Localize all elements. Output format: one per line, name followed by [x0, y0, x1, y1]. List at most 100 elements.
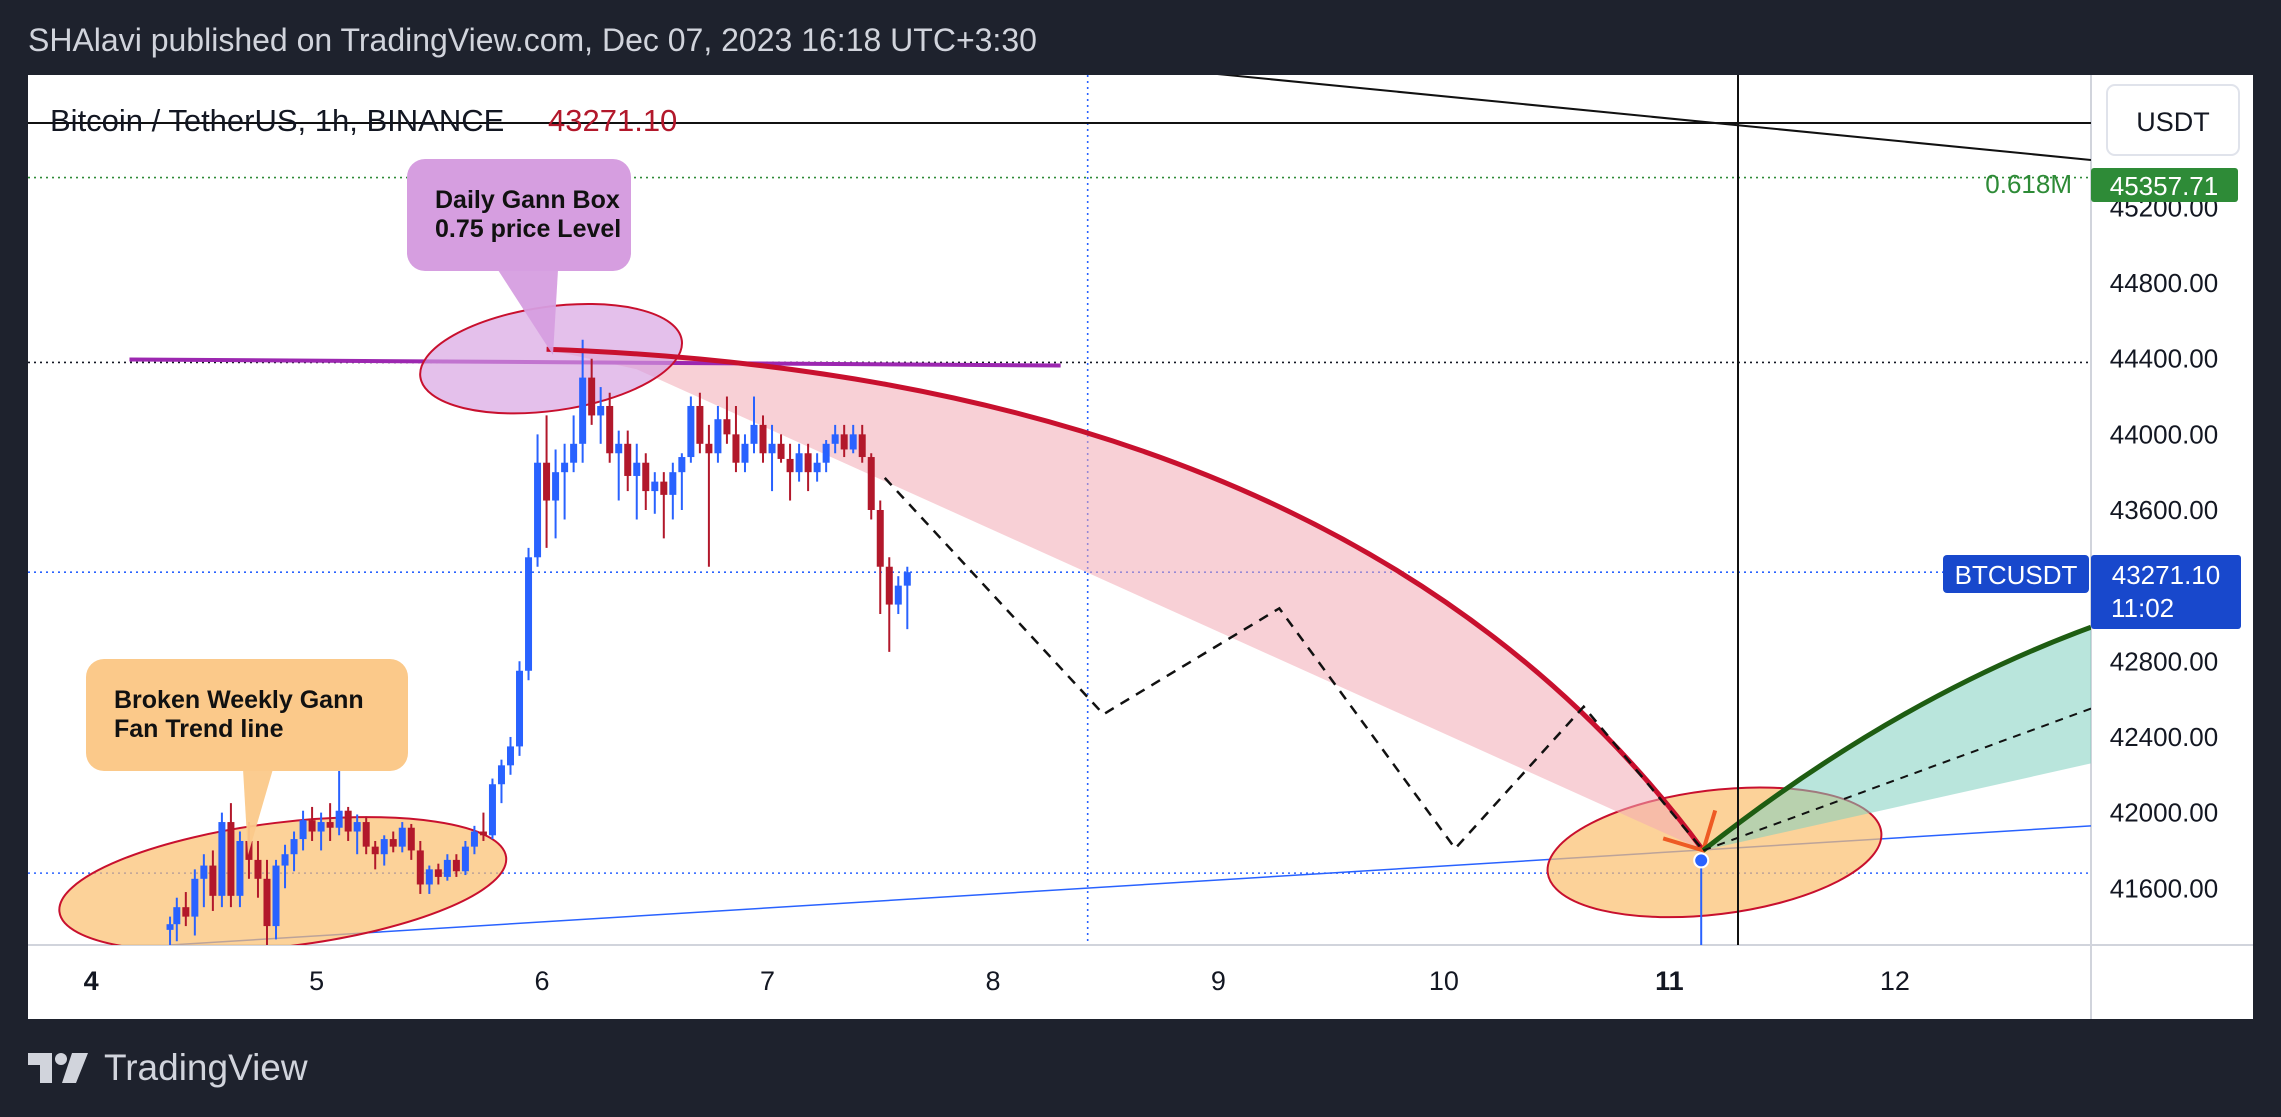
candle-body	[263, 878, 271, 927]
chart-panel[interactable]: Bitcoin / TetherUS, 1h, BINANCE 43271.10…	[28, 75, 2253, 1019]
candle-body	[687, 405, 695, 458]
annotation-daily-gann-box[interactable]: Daily Gann Box 0.75 price Level	[407, 159, 631, 355]
price-tick-label: 42400.00	[2110, 722, 2218, 752]
time-axis[interactable]: 4 5 6 7 8 9 10 11 12	[84, 966, 1910, 996]
candle-body	[840, 434, 848, 450]
candle-body	[371, 846, 379, 855]
candle-body	[876, 510, 884, 567]
candle-body	[714, 419, 722, 454]
candle-body	[795, 453, 803, 473]
candle-body	[588, 377, 596, 416]
current-price-label: 43271.10 11:02	[2091, 555, 2241, 629]
candle-body	[597, 405, 605, 416]
candle-body	[209, 865, 217, 896]
candle-body	[678, 457, 686, 473]
time-tick-label: 9	[1211, 966, 1226, 996]
symbol-title: Bitcoin / TetherUS, 1h, BINANCE	[50, 103, 504, 138]
candle-body	[723, 419, 731, 435]
candle-body	[732, 434, 740, 463]
candle-body	[633, 462, 641, 476]
symbol-tag: BTCUSDT	[1943, 555, 2089, 593]
candle-body	[651, 481, 659, 492]
time-tick-label: 8	[985, 966, 1000, 996]
candle-body	[525, 557, 533, 671]
bullish-arc-path	[1701, 624, 2091, 853]
fib-price-value: 45357.71	[2110, 171, 2218, 201]
candle-body	[389, 839, 397, 847]
candle-body	[822, 443, 830, 463]
candle-body	[434, 869, 442, 877]
candle-body	[227, 822, 235, 896]
price-chart[interactable]: Bitcoin / TetherUS, 1h, BINANCE 43271.10…	[28, 75, 2253, 1019]
candle-body	[344, 810, 352, 832]
tradingview-wordmark: TradingView	[104, 1047, 308, 1088]
price-tick-label: 41600.00	[2110, 873, 2218, 903]
candle-body	[642, 462, 650, 492]
candle-body	[407, 827, 415, 851]
candle-body	[416, 850, 424, 885]
bullish-projection-fill	[1703, 627, 2091, 851]
candle-body	[182, 907, 190, 917]
tradingview-brand[interactable]: TradingView	[28, 1046, 308, 1090]
arc-arrow-head	[1662, 809, 1718, 853]
candle-body	[308, 820, 316, 832]
candle-body	[398, 827, 406, 847]
annotation-line: Fan Trend line	[114, 715, 284, 743]
price-axis[interactable]: 45200.0044800.0044400.0044000.0043600.00…	[2110, 192, 2218, 903]
target-marker-dot	[1693, 852, 1710, 869]
candle-body	[299, 820, 307, 840]
time-tick-label: 5	[309, 966, 324, 996]
candle-body	[804, 453, 812, 473]
currency-button[interactable]: USDT	[2106, 84, 2240, 156]
fib-price-label: 45357.71	[2091, 168, 2238, 202]
candle-body	[885, 566, 893, 605]
candle-body	[561, 462, 569, 473]
time-tick-label: 12	[1880, 966, 1910, 996]
candle-body	[858, 434, 866, 458]
time-tick-label: 11	[1655, 966, 1684, 996]
candle-body	[317, 822, 325, 832]
weekly-fan-ellipse	[58, 816, 508, 945]
candle-body	[579, 377, 587, 444]
candle-body	[461, 846, 469, 872]
time-tick-label: 7	[760, 966, 775, 996]
candle-countdown: 11:02	[2111, 593, 2174, 623]
candle-body	[362, 822, 370, 847]
candle-body	[335, 810, 343, 828]
annotation-weekly-gann-fan[interactable]: Broken Weekly Gann Fan Trend line	[86, 659, 408, 855]
candle-body	[903, 572, 911, 586]
last-price-title: 43271.10	[548, 103, 677, 138]
projection-fill-area	[546, 349, 1704, 851]
candle-body	[497, 765, 505, 785]
candle-body	[191, 878, 199, 917]
candle-body	[488, 784, 496, 836]
time-tick-label: 10	[1429, 966, 1459, 996]
time-tick-label: 4	[84, 966, 99, 996]
candle-body	[281, 854, 289, 866]
currency-button-label: USDT	[2136, 107, 2210, 137]
candle-body	[543, 462, 551, 501]
candle-body	[849, 434, 857, 450]
candle-body	[236, 840, 244, 896]
candle-body	[516, 670, 524, 747]
candle-body	[759, 424, 767, 454]
candle-body	[452, 859, 460, 872]
candle-body	[552, 472, 560, 501]
price-tick-label: 42800.00	[2110, 646, 2218, 676]
annotation-line: Broken Weekly Gann	[114, 686, 364, 714]
candle-body	[867, 457, 875, 510]
fib-level-label: 0.618M	[1985, 169, 2072, 199]
candle-body	[570, 443, 578, 463]
candle-body	[534, 462, 542, 558]
symbol-tag-label: BTCUSDT	[1955, 560, 2078, 590]
time-tick-label: 6	[535, 966, 550, 996]
candle-body	[660, 481, 668, 495]
candle-body	[166, 924, 174, 930]
candle-body	[326, 822, 334, 828]
candle-body	[669, 472, 677, 495]
candle-body	[425, 869, 433, 885]
price-tick-label: 44000.00	[2110, 419, 2218, 449]
candle-body	[173, 907, 181, 925]
price-tick-label: 42000.00	[2110, 798, 2218, 828]
candle-body	[894, 585, 902, 605]
